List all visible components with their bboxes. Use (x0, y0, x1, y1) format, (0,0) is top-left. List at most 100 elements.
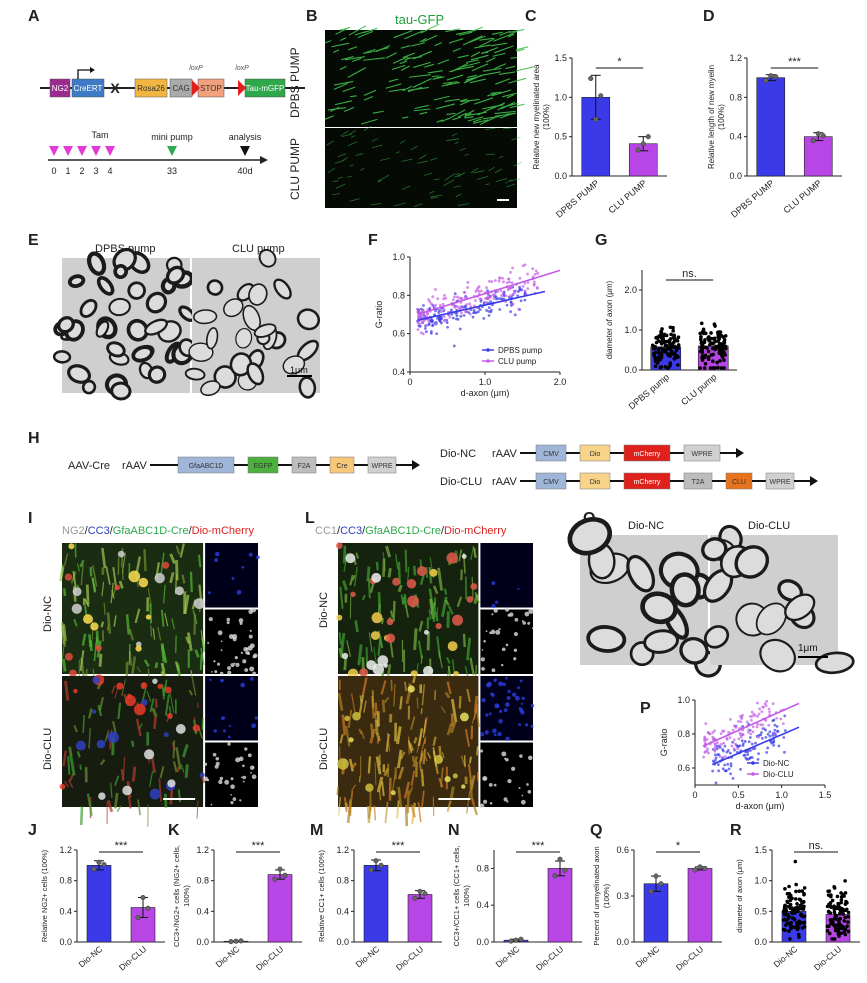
gfp-fibre (444, 173, 456, 181)
gfp-fibre (337, 153, 347, 158)
scatter-point (500, 297, 504, 301)
gfp-fibre (418, 154, 427, 160)
gfp-fibre (467, 74, 477, 79)
gfp-fibre (506, 94, 515, 99)
micrograph-fibre (84, 598, 90, 608)
y-tick-label: 1.0 (624, 325, 637, 335)
scatter-point (482, 317, 486, 320)
x-axis-label: d-axon (μm) (736, 801, 785, 811)
scatter-point (510, 281, 514, 285)
y-tick-label: 0.0 (476, 937, 489, 947)
dio-clu-vector: rAAV (492, 476, 518, 488)
white-dot (527, 621, 531, 625)
y-tick-label: 0.8 (392, 290, 405, 300)
micrograph-fibre (377, 636, 382, 656)
micrograph-fibre (186, 632, 193, 652)
data-point (668, 325, 673, 330)
white-dot (503, 797, 508, 802)
micrograph-cell (352, 711, 361, 721)
blue-dot (517, 587, 520, 590)
white-dot (527, 790, 532, 794)
data-point (657, 351, 661, 355)
scatter-point (768, 710, 771, 714)
data-point (711, 366, 716, 370)
data-point (826, 909, 831, 914)
em-axon (127, 281, 146, 300)
micrograph-fibre (150, 756, 156, 774)
scatter-point (728, 717, 732, 721)
scatter-point (416, 321, 420, 325)
gfp-fibre (487, 92, 497, 97)
panel-letter-e: E (28, 232, 39, 249)
scatter-point (429, 302, 433, 305)
white-dot (234, 656, 238, 660)
scatter-point (474, 311, 478, 315)
data-point (793, 859, 798, 864)
scatter-point (772, 743, 776, 747)
micrograph-fibre (136, 666, 141, 673)
micrograph-cell (72, 587, 82, 597)
micrograph-fibre (62, 588, 67, 597)
micrograph-fibre (128, 643, 131, 665)
data-point (655, 335, 660, 340)
micrograph-cell (149, 788, 161, 800)
gfp-fibre (428, 190, 435, 194)
dio-nc-vector: rAAV (492, 448, 518, 460)
construct-label-3: CAG (172, 84, 189, 93)
scatter-point (714, 758, 717, 762)
legend-label-0: Dio-NC (763, 759, 789, 768)
white-dot (513, 631, 518, 637)
data-point (842, 894, 846, 898)
micrograph-fibre (351, 762, 358, 769)
micrograph-cell (144, 749, 155, 760)
scatter-point (743, 740, 747, 743)
gfp-fibre (503, 127, 514, 130)
em-axon (131, 345, 154, 363)
scatter-point (776, 730, 780, 733)
micrograph-fibre (443, 588, 448, 595)
micrograph-cell (377, 655, 389, 666)
white-dot (235, 662, 240, 667)
em-axon (205, 327, 219, 350)
gfp-fibre (349, 164, 354, 167)
gfp-fibre (462, 35, 483, 46)
white-dot (493, 783, 497, 787)
micrograph-cell (372, 663, 385, 675)
gfp-fibre (485, 183, 490, 186)
blue-dot (254, 716, 258, 720)
data-point (781, 927, 786, 932)
y-tick-label: 1.2 (59, 845, 72, 855)
gfp-fibre (360, 167, 365, 171)
micrograph-fibre (84, 605, 88, 616)
panel-letter-b: B (306, 8, 318, 25)
stain-part-2: CC3 (340, 525, 363, 537)
blue-dot (518, 706, 522, 710)
micrograph-fibre (374, 762, 377, 786)
bar-0 (86, 865, 112, 943)
scatter-point (756, 758, 760, 761)
gfp-fibre (502, 92, 518, 98)
gfp-fibre (446, 74, 464, 81)
panel-letter-c: C (525, 8, 537, 25)
scatter-point (719, 742, 723, 746)
micrograph-fibre (169, 691, 175, 713)
gfp-fibre (363, 95, 374, 101)
gfp-fibre (388, 78, 399, 83)
white-dot (513, 648, 518, 652)
gfp-fibre (491, 89, 512, 97)
y-axis-label: Percent of unmyelinated axon(100%) (592, 846, 611, 945)
micrograph-fibre (112, 720, 117, 734)
micrograph-fibre (380, 617, 385, 625)
scatter-point (783, 729, 787, 732)
construct-label-0: NG2 (52, 84, 69, 93)
data-point (785, 921, 790, 926)
micrograph-fibre (410, 770, 416, 786)
white-dot (528, 755, 533, 761)
data-point (700, 358, 705, 362)
micrograph-fibre (368, 632, 373, 653)
data-point (673, 355, 677, 359)
y-tick-label: 1.2 (336, 845, 349, 855)
gfp-fibre (494, 45, 514, 54)
panel-l-row-nc: Dio-NC (318, 591, 330, 628)
